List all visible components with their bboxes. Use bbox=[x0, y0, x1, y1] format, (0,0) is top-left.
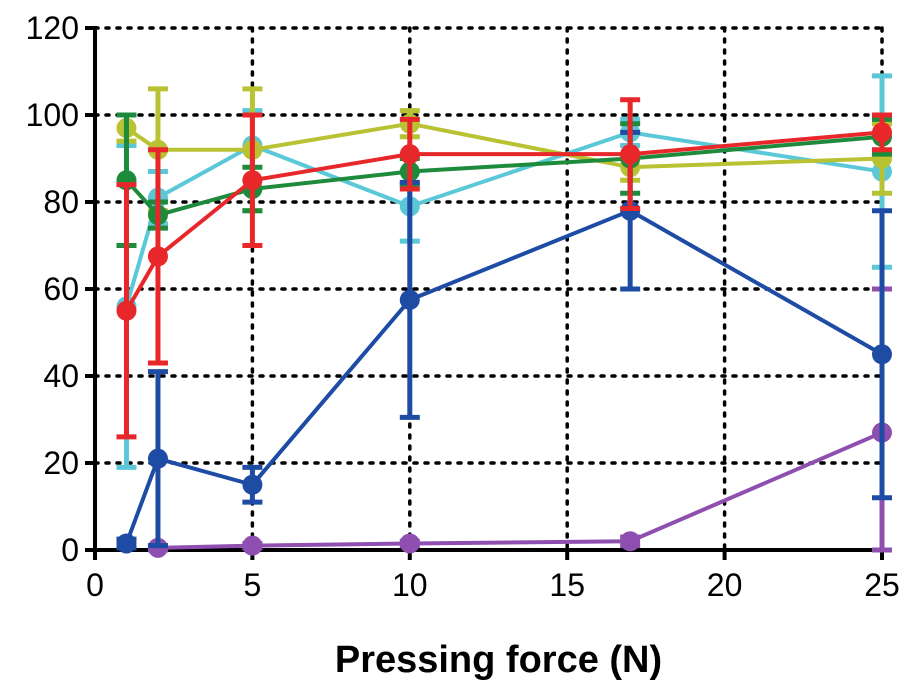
data-point bbox=[620, 144, 641, 165]
y-tick-label: 80 bbox=[43, 184, 79, 220]
x-tick-label: 5 bbox=[244, 567, 262, 603]
series-group bbox=[116, 73, 892, 558]
data-point bbox=[147, 246, 168, 267]
y-tick-label: 100 bbox=[26, 97, 79, 133]
series-line bbox=[124, 208, 883, 545]
data-point bbox=[242, 170, 263, 191]
data-point bbox=[147, 448, 168, 469]
tick-labels: 0 20 40 60 80 100 120 0 5 10 15 20 25 bbox=[26, 10, 900, 603]
y-tick-label: 60 bbox=[43, 271, 79, 307]
series-green bbox=[116, 112, 892, 248]
data-point bbox=[399, 289, 420, 310]
x-tick-label: 0 bbox=[86, 567, 104, 603]
data-point bbox=[399, 533, 420, 554]
y-tick-label: 40 bbox=[43, 358, 79, 394]
data-point bbox=[242, 535, 263, 556]
x-tick-label: 10 bbox=[392, 567, 428, 603]
data-point bbox=[242, 474, 263, 495]
data-point bbox=[872, 344, 892, 365]
x-tick-label: 25 bbox=[864, 567, 900, 603]
data-point bbox=[620, 531, 641, 552]
data-point bbox=[116, 533, 137, 554]
data-point bbox=[399, 144, 420, 165]
series-line bbox=[124, 130, 883, 312]
series-cyan bbox=[116, 73, 892, 470]
data-point bbox=[116, 300, 137, 321]
axes bbox=[85, 26, 884, 560]
y-tick-label: 120 bbox=[26, 10, 79, 46]
x-axis-title: Pressing force (N) bbox=[335, 639, 662, 681]
series-line bbox=[157, 430, 883, 550]
series-red bbox=[116, 97, 892, 440]
x-tick-label: 15 bbox=[549, 567, 585, 603]
y-tick-label: 20 bbox=[43, 445, 79, 481]
x-tick-label: 20 bbox=[707, 567, 743, 603]
series-purple bbox=[147, 286, 892, 558]
series-line bbox=[124, 130, 883, 307]
y-tick-label: 0 bbox=[61, 532, 79, 568]
data-point bbox=[872, 122, 892, 143]
